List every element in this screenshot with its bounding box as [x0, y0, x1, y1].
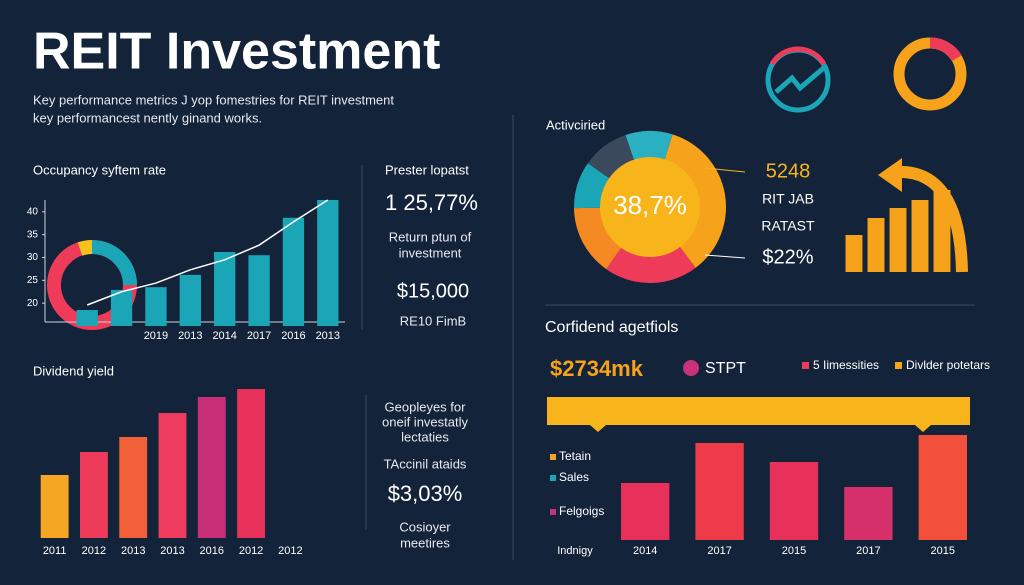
- bar: [214, 252, 236, 326]
- x-tick-label: 2017: [856, 545, 880, 557]
- x-axis-label: Indnigy: [557, 545, 593, 557]
- legend-swatch: [550, 509, 556, 515]
- stat-amount: $15,000: [397, 280, 469, 302]
- legend-label: Sales: [559, 470, 589, 484]
- stat-caption: oneif investatly: [382, 414, 468, 429]
- chart-title: Activciried: [546, 117, 605, 132]
- center-label: 38,7%: [613, 190, 687, 220]
- x-tick-label: 2017: [707, 545, 731, 557]
- bar: [237, 389, 266, 538]
- y-tick-label: 30: [27, 252, 39, 263]
- x-tick-label: 2012: [278, 545, 302, 557]
- x-tick-label: 2015: [931, 545, 955, 557]
- x-tick-label: 2012: [239, 545, 263, 557]
- gauge-icon: [765, 46, 831, 113]
- y-tick-label: 40: [27, 206, 39, 217]
- bar: [76, 310, 98, 326]
- amount: $2734mk: [550, 356, 644, 381]
- bar: [845, 235, 863, 272]
- legend-label: Divlder potetars: [906, 358, 990, 372]
- tag: STPT: [705, 360, 746, 377]
- annotation: $22%: [762, 246, 813, 268]
- x-tick-label: 2013: [178, 330, 202, 342]
- y-tick-label: 20: [27, 298, 39, 309]
- bar: [317, 199, 339, 326]
- x-tick-label: 2011: [43, 545, 67, 557]
- subtitle: Key performance metrics J yop fomestries…: [33, 92, 394, 107]
- bar: [119, 437, 148, 538]
- title: REIT Investment: [33, 23, 440, 81]
- bar: [40, 475, 69, 538]
- x-tick-label: 2016: [200, 545, 224, 557]
- bar: [695, 443, 744, 540]
- ring-icon: [893, 37, 967, 111]
- bar: [145, 287, 167, 326]
- legend-label: Tetain: [559, 449, 591, 463]
- bar: [248, 255, 270, 326]
- pie-center: [600, 157, 700, 257]
- x-tick-label: 2013: [316, 330, 340, 342]
- legend-label: Felgoigs: [559, 504, 604, 518]
- stat-caption: Geopleyes for: [385, 399, 467, 414]
- bar: [110, 289, 133, 326]
- bar: [911, 200, 929, 272]
- legend-swatch: [802, 362, 809, 369]
- bar: [933, 190, 951, 272]
- legend-swatch: [895, 362, 902, 369]
- x-tick-label: 2012: [82, 545, 106, 557]
- line: [86, 199, 329, 306]
- y-tick-label: 25: [27, 275, 39, 286]
- bar: [197, 397, 226, 538]
- x-tick-label: 2014: [633, 545, 657, 557]
- stat-value: $3,03%: [388, 481, 463, 506]
- banner: [547, 397, 970, 425]
- annotation: RATAST: [761, 218, 815, 234]
- leader-line: [704, 167, 746, 173]
- y-tick-label: 35: [27, 229, 39, 240]
- bar: [179, 274, 201, 326]
- stat-note: RE10 FimB: [400, 313, 466, 328]
- chart-title: Corfidend agetfiols: [545, 319, 678, 336]
- bar: [79, 452, 108, 538]
- bar: [282, 217, 305, 326]
- chart-title: Dividend yield: [33, 363, 114, 378]
- arrow-decoration: [878, 158, 902, 192]
- stat-title: Prester lopatst: [385, 162, 469, 177]
- stat-label: TAccinil ataids: [384, 456, 467, 471]
- bar: [769, 462, 819, 540]
- leader-line: [704, 254, 746, 259]
- stat-caption: lectaties: [401, 429, 449, 444]
- x-tick-label: 2014: [212, 330, 236, 342]
- annotation: RIT JAB: [762, 191, 814, 207]
- bar: [918, 435, 967, 540]
- subtitle: key performancest nently ginand works.: [33, 110, 262, 125]
- bar: [158, 413, 187, 538]
- x-tick-label: 2017: [247, 330, 271, 342]
- stat-value: 1 25,77%: [385, 190, 478, 215]
- stat-note: meetires: [400, 535, 450, 550]
- legend-swatch: [550, 475, 556, 481]
- annotation: 5248: [766, 160, 811, 182]
- bar: [889, 208, 907, 272]
- stat-caption: Return ptun of: [389, 229, 472, 244]
- bar: [867, 218, 885, 272]
- bar: [621, 483, 670, 540]
- x-tick-label: 2013: [160, 545, 184, 557]
- bar: [844, 487, 893, 540]
- x-tick-label: 2019: [144, 330, 168, 342]
- stat-note: Cosioyer: [399, 519, 451, 534]
- legend-swatch: [550, 454, 556, 460]
- chart-title: Occupancy syftem rate: [33, 162, 166, 177]
- x-tick-label: 2015: [782, 545, 806, 557]
- x-tick-label: 2013: [121, 545, 145, 557]
- x-tick-label: 2016: [281, 330, 305, 342]
- tag-dot: [683, 360, 699, 376]
- legend-label: 5 Iimessities: [813, 358, 879, 372]
- stat-caption: investment: [399, 245, 462, 260]
